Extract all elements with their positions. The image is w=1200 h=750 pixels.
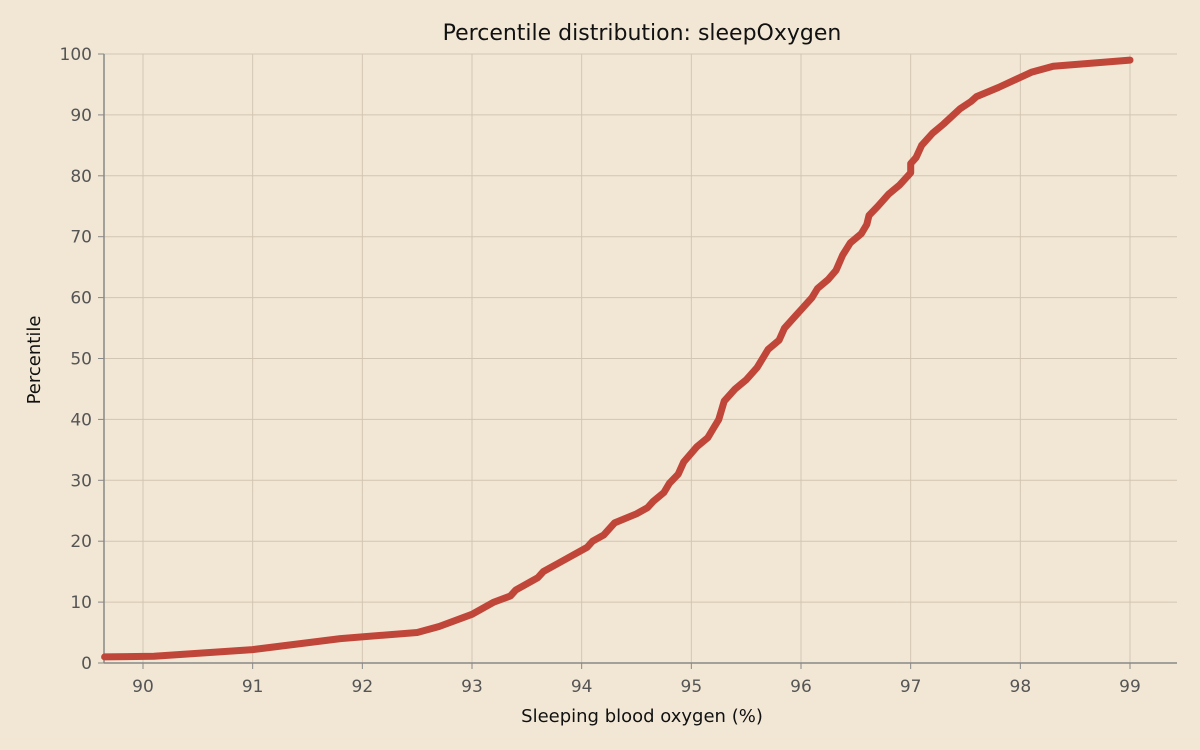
x-tick-label: 94	[571, 677, 593, 697]
y-tick-label: 80	[70, 167, 92, 187]
y-tick-label: 30	[70, 471, 92, 491]
chart-title: Percentile distribution: sleepOxygen	[443, 21, 842, 46]
x-tick-label: 90	[132, 677, 154, 697]
y-axis-label: Percentile	[24, 316, 45, 405]
x-tick-label: 93	[461, 677, 483, 697]
x-tick-label: 91	[242, 677, 264, 697]
y-tick-label: 70	[70, 228, 92, 248]
x-tick-label: 98	[1010, 677, 1032, 697]
y-tick-label: 90	[70, 106, 92, 126]
x-tick-label: 99	[1119, 677, 1141, 697]
y-tick-label: 20	[70, 532, 92, 552]
x-axis-label: Sleeping blood oxygen (%)	[521, 706, 763, 727]
x-tick-label: 95	[681, 677, 703, 697]
percentile-line	[101, 56, 1134, 661]
x-tick-label: 92	[352, 677, 374, 697]
x-tick-label: 96	[790, 677, 812, 697]
y-tick-label: 100	[60, 45, 92, 65]
x-tick-labels: 90 91 92 93 94 95 96 97 98 99	[132, 663, 1141, 697]
y-tick-label: 40	[70, 410, 92, 430]
grid	[104, 53, 1177, 664]
y-tick-label: 60	[70, 289, 92, 309]
y-tick-label: 50	[70, 350, 92, 370]
y-tick-labels: 0 10 20 30 40 50 60 70 80 90 100	[60, 45, 104, 674]
y-tick-label: 10	[70, 593, 92, 613]
y-tick-label: 0	[81, 654, 92, 674]
x-tick-label: 97	[900, 677, 922, 697]
